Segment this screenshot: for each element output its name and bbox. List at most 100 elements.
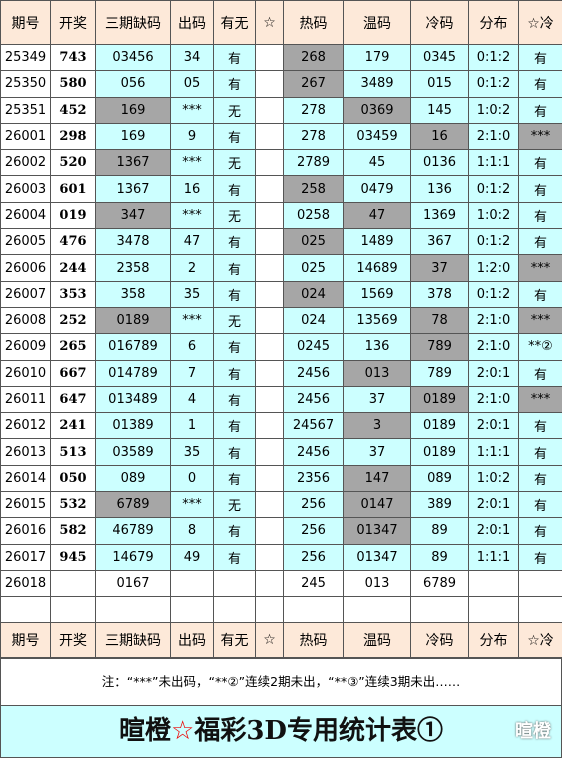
cell: 14689 (343, 254, 411, 282)
cell: *** (170, 201, 214, 230)
cell: 278 (283, 122, 344, 151)
cell: 2:1:0 (468, 385, 519, 414)
cell: 26004 (0, 201, 51, 230)
cell: 有 (518, 228, 562, 256)
cell: 2:1:0 (468, 122, 519, 151)
cell: 89 (410, 517, 469, 545)
cell: 089 (410, 464, 469, 493)
cell: 26018 (0, 569, 51, 598)
cell: 01347 (343, 517, 411, 545)
cell: 24567 (283, 412, 344, 440)
cell: 34 (170, 43, 214, 72)
cell: 789 (410, 359, 469, 387)
cell: 46789 (95, 517, 171, 545)
cell: *** (518, 122, 562, 151)
data-row: 25349 743 03456 34 有 268 179 0345 0:1:2 有 (0, 43, 562, 72)
cell (255, 412, 284, 440)
cell: 26015 (0, 491, 51, 519)
cell: 有 (518, 517, 562, 545)
cell (410, 596, 469, 624)
cell: 258 (283, 175, 344, 203)
cell: 0167 (95, 569, 171, 598)
cell: *** (518, 306, 562, 335)
cell: 01347 (343, 543, 411, 571)
cell (255, 254, 284, 282)
cell: 有 (518, 149, 562, 177)
cell: 有 (213, 517, 256, 545)
cell: 0:1:2 (468, 70, 519, 98)
cell: 26005 (0, 228, 51, 256)
cell: 789 (410, 333, 469, 361)
cell: 37 (410, 254, 469, 282)
data-row: 26012 241 01389 1 有 24567 3 0189 2:0:1 有 (0, 412, 562, 440)
cell: 25350 (0, 70, 51, 98)
cell: 26017 (0, 543, 51, 571)
cell: 无 (213, 201, 256, 230)
cell: 26014 (0, 464, 51, 493)
cell (255, 306, 284, 335)
cell: 601 (50, 175, 96, 203)
cell: *** (518, 254, 562, 282)
cell (170, 569, 214, 598)
cell: 3 (343, 412, 411, 440)
cell (170, 596, 214, 624)
header-row: 期号 开奖 三期缺码 出码 有无 ☆ 热码 温码 冷码 分布 ☆冷 (0, 622, 562, 658)
data-row: 26014 050 089 0 有 2356 147 089 1:0:2 有 (0, 464, 562, 493)
header-cell: 热码 (283, 622, 344, 658)
cell: 6 (170, 333, 214, 361)
cell: 7 (170, 359, 214, 387)
cell: 26001 (0, 122, 51, 151)
data-row: 26018 0167 245 013 6789 (0, 569, 562, 598)
data-row: 26002 520 1367 *** 无 2789 45 0136 1:1:1 有 (0, 149, 562, 177)
cell: 37 (343, 385, 411, 414)
cell: 无 (213, 491, 256, 519)
cell: 4 (170, 385, 214, 414)
cell (255, 438, 284, 466)
cell: 278 (283, 96, 344, 124)
cell: 353 (50, 280, 96, 308)
cell: 056 (95, 70, 171, 98)
cell: 2456 (283, 385, 344, 414)
cell: 0147 (343, 491, 411, 519)
cell: 有 (213, 228, 256, 256)
data-row: 26010 667 014789 7 有 2456 013 789 2:0:1 有 (0, 359, 562, 387)
cell: 有 (518, 175, 562, 203)
cell (468, 596, 519, 624)
cell: 667 (50, 359, 96, 387)
cell: 1367 (95, 149, 171, 177)
data-row: 25351 452 169 *** 无 278 0369 145 1:0:2 有 (0, 96, 562, 124)
cell: 13569 (343, 306, 411, 335)
cell (255, 333, 284, 361)
cell: 347 (95, 201, 171, 230)
cell: 03459 (343, 122, 411, 151)
data-row: 26008 252 0189 *** 无 024 13569 78 2:1:0 *** (0, 306, 562, 335)
cell: 有 (213, 359, 256, 387)
cell: 0258 (283, 201, 344, 230)
watermark: 暄橙 (515, 721, 551, 742)
cell (255, 96, 284, 124)
cell: 241 (50, 412, 96, 440)
cell: 1:1:1 (468, 149, 519, 177)
cell: 有 (518, 543, 562, 571)
cell: 有 (213, 385, 256, 414)
cell: 582 (50, 517, 96, 545)
cell: 0136 (410, 149, 469, 177)
data-row: 26013 513 03589 35 有 2456 37 0189 1:1:1 有 (0, 438, 562, 466)
cell: 013 (343, 359, 411, 387)
cell: 024 (283, 280, 344, 308)
title-star: ☆ (171, 716, 195, 746)
cell (255, 464, 284, 493)
cell: 47 (170, 228, 214, 256)
data-row: 26017 945 14679 49 有 256 01347 89 1:1:1 有 (0, 543, 562, 571)
cell: 03456 (95, 43, 171, 72)
cell (50, 569, 96, 598)
cell: 2358 (95, 254, 171, 282)
cell: 1369 (410, 201, 469, 230)
cell: 0245 (283, 333, 344, 361)
cell: 有 (518, 491, 562, 519)
header-cell: 热码 (283, 0, 344, 45)
cell: 256 (283, 491, 344, 519)
cell: *** (170, 149, 214, 177)
cell: 024 (283, 306, 344, 335)
cell: 45 (343, 149, 411, 177)
